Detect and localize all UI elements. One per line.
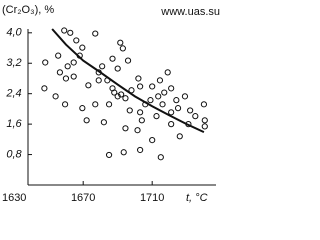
y-tick-label: 0,8 [6, 148, 22, 160]
point [168, 121, 175, 128]
point [174, 105, 182, 112]
point [56, 69, 64, 76]
point [200, 101, 208, 108]
point [201, 123, 208, 130]
watermark: www.uas.su [160, 6, 220, 18]
point [187, 107, 194, 114]
point [155, 93, 162, 100]
point [118, 91, 125, 98]
x-axis-label: t, °C [186, 192, 208, 204]
point [119, 45, 126, 52]
point [62, 75, 70, 82]
point [79, 44, 86, 51]
y-tick-label: 4,0 [6, 27, 22, 39]
point [201, 117, 208, 124]
point [176, 133, 183, 140]
point [120, 149, 127, 156]
point [67, 29, 74, 36]
point [85, 82, 92, 89]
x-tick-label: 1670 [71, 192, 95, 204]
point [99, 63, 106, 70]
point [42, 59, 49, 66]
point [61, 27, 68, 34]
y-tick-label: 1,6 [6, 118, 22, 130]
point [159, 101, 166, 108]
point [122, 125, 129, 132]
point [92, 101, 99, 108]
x-tick-label: 1710 [140, 192, 164, 204]
point [181, 93, 189, 100]
point [117, 39, 124, 46]
point [137, 109, 144, 116]
point [70, 59, 77, 66]
point [173, 97, 180, 104]
point [92, 30, 99, 37]
trend-line [51, 28, 205, 134]
point [138, 117, 145, 124]
point [168, 109, 175, 116]
point [122, 95, 129, 102]
point [168, 85, 175, 92]
point [164, 69, 171, 76]
point [70, 73, 77, 80]
y-tick-label: 3,2 [6, 57, 21, 69]
point [161, 89, 168, 96]
point [41, 85, 48, 92]
point [64, 63, 71, 70]
point [83, 117, 90, 124]
chart: (Cr₂O₃), % www.uas.su t, °C 0,8 1,6 2,4 3,2… [2, 4, 220, 204]
point [114, 93, 121, 100]
point [73, 37, 80, 44]
x-tick-label: 1630 [2, 192, 26, 204]
point [52, 93, 59, 100]
point [137, 83, 144, 90]
point [105, 151, 113, 159]
point [156, 77, 164, 84]
y-tick-label: 2,4 [5, 88, 21, 100]
point [61, 101, 69, 108]
point [153, 113, 160, 120]
point [135, 75, 142, 82]
point [79, 105, 86, 112]
y-axis-label: (Cr₂O₃), % [2, 4, 54, 16]
point [111, 89, 118, 96]
point [105, 101, 113, 108]
point [55, 52, 62, 59]
point [157, 154, 164, 161]
point [149, 83, 156, 90]
point [114, 65, 121, 72]
point [147, 97, 154, 104]
point [95, 77, 102, 84]
point [100, 119, 107, 126]
point [134, 127, 141, 134]
point [149, 137, 156, 144]
point [124, 57, 132, 64]
point [109, 55, 116, 62]
point [192, 113, 199, 120]
point [126, 107, 133, 114]
point [137, 146, 144, 154]
